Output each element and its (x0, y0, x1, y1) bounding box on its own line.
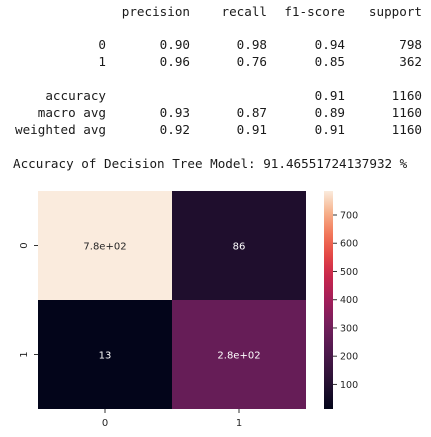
colorbar-tick-label: 300 (340, 323, 358, 334)
row-label: macro avg (37, 105, 106, 120)
cell-label: 86 (233, 242, 246, 253)
row-support: 798 (399, 37, 422, 52)
row-recall: 0.87 (236, 105, 267, 120)
colorbar-tick-label: 400 (340, 295, 358, 306)
report-row-0: 0 0.90 0.98 0.94 798 (0, 37, 431, 53)
row-support: 1160 (391, 105, 422, 120)
row-precision: 0.93 (159, 105, 190, 120)
x-tick-label: 1 (236, 418, 242, 429)
row-support: 1160 (391, 122, 422, 137)
heatmap-cell (172, 300, 306, 409)
row-f1: 0.91 (314, 88, 345, 103)
row-f1: 0.85 (314, 54, 345, 69)
row-precision: 0.90 (159, 37, 190, 52)
row-f1: 0.94 (314, 37, 345, 52)
colorbar-tick-label: 700 (340, 211, 358, 222)
report-header-row: precision recall f1-score support (0, 4, 431, 20)
row-recall: 0.98 (236, 37, 267, 52)
row-f1: 0.91 (314, 122, 345, 137)
row-f1: 0.89 (314, 105, 345, 120)
row-precision: 0.92 (159, 122, 190, 137)
header-recall: recall (221, 4, 268, 19)
heatmap-cell (172, 191, 306, 300)
colorbar-tick-label: 600 (340, 239, 358, 250)
header-f1-score: f1-score (284, 4, 345, 19)
row-label: weighted avg (15, 122, 106, 137)
heatmap-cell (38, 300, 172, 409)
report-row-macro-avg: macro avg 0.93 0.87 0.89 1160 (0, 105, 431, 121)
report-row-1: 1 0.96 0.76 0.85 362 (0, 54, 431, 70)
row-label: accuracy (45, 88, 106, 103)
colorbar: 100 200 300 400 500 600 700 (324, 191, 358, 409)
row-label: 0 (98, 37, 106, 52)
colorbar-tick-label: 200 (340, 352, 358, 363)
y-axis: 01 (19, 242, 38, 358)
heatmap-cells: 7.8e+02 86 13 2.8e+02 (38, 191, 306, 409)
accuracy-output-line: Accuracy of Decision Tree Model: 91.4655… (13, 156, 408, 171)
row-recall: 0.91 (236, 122, 267, 137)
y-tick-label: 0 (19, 242, 30, 248)
colorbar-bar (324, 191, 333, 409)
x-tick-label: 0 (102, 418, 108, 429)
row-label: 1 (98, 54, 106, 69)
row-support: 362 (399, 54, 422, 69)
row-support: 1160 (391, 88, 422, 103)
cell-label: 2.8e+02 (217, 351, 260, 362)
colorbar-tick-label: 100 (340, 380, 358, 391)
report-row-weighted-avg: weighted avg 0.92 0.91 0.91 1160 (0, 122, 431, 138)
cell-label: 7.8e+02 (83, 242, 126, 253)
header-support: support (368, 4, 422, 19)
header-precision: precision (121, 4, 190, 19)
cell-label: 13 (99, 351, 112, 362)
row-recall: 0.76 (236, 54, 267, 69)
report-row-accuracy: accuracy 0.91 1160 (0, 88, 431, 104)
y-tick-label: 1 (19, 351, 30, 357)
colorbar-tick-label: 500 (340, 267, 358, 278)
row-precision: 0.96 (159, 54, 190, 69)
heatmap-cell (38, 191, 172, 300)
